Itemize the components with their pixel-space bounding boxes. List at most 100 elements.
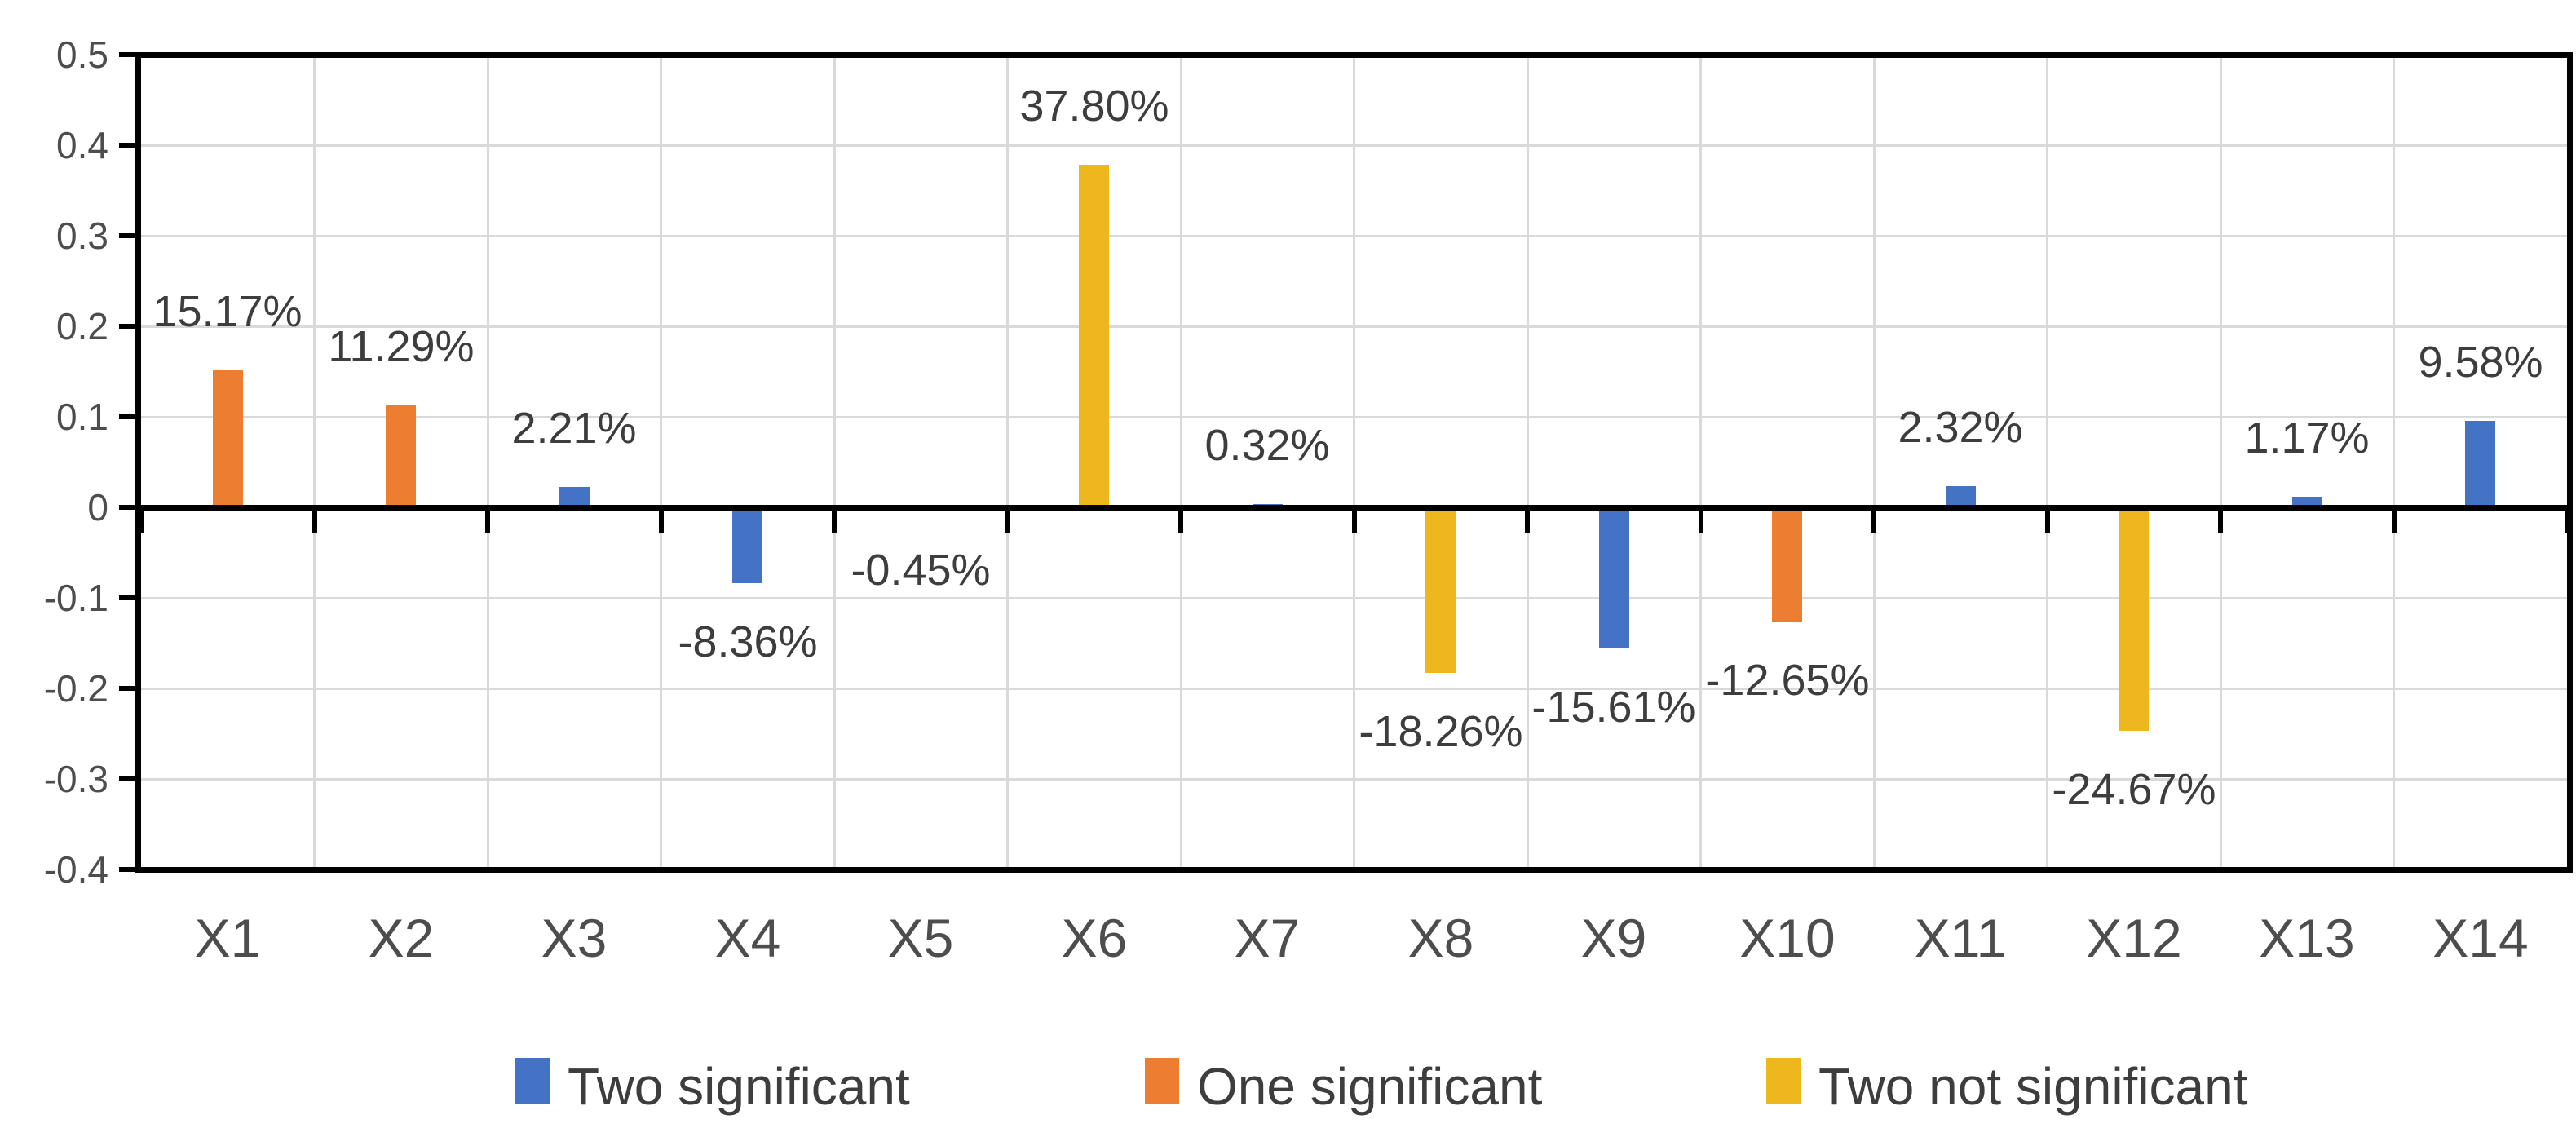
v-gridline: [1180, 55, 1182, 869]
v-gridline: [2220, 55, 2222, 869]
data-label-X4: -8.36%: [678, 617, 818, 666]
bar-X3: [559, 487, 590, 507]
bar-X10: [1772, 507, 1802, 622]
y-tick-label: -0.1: [43, 577, 108, 619]
x-axis-tick: [485, 511, 490, 533]
legend-swatch-1: [515, 1058, 550, 1104]
x-axis-tick: [1005, 511, 1010, 533]
data-label-X10: -12.65%: [1705, 656, 1870, 705]
y-axis-tick: [119, 324, 141, 329]
bar-X14: [2465, 421, 2495, 507]
x-axis-tick: [1871, 511, 1876, 533]
y-tick-label: 0.3: [56, 215, 108, 257]
y-axis-line: [135, 52, 141, 873]
y-axis-tick: [119, 867, 141, 872]
x-axis-tick: [2218, 511, 2223, 533]
y-axis-tick: [119, 505, 141, 510]
v-gridline: [660, 55, 662, 869]
x-axis-tick: [1699, 511, 1703, 533]
x-axis-tick: [1352, 511, 1357, 533]
x-tick-label-X8: X8: [1407, 908, 1474, 968]
y-tick-label: -0.3: [43, 758, 108, 800]
x-tick-label-X12: X12: [2086, 908, 2182, 968]
v-gridline: [1699, 55, 1702, 869]
x-tick-label-X14: X14: [2432, 908, 2529, 968]
x-tick-label-X13: X13: [2259, 908, 2355, 968]
data-label-X6: 37.80%: [1019, 82, 1169, 131]
bar-X11: [1946, 486, 1976, 507]
data-label-X11: 2.32%: [1898, 403, 2023, 452]
plot-border-top: [135, 52, 2573, 58]
x-axis-tick: [139, 511, 144, 533]
y-tick-label: 0: [87, 486, 108, 529]
bar-X9: [1599, 507, 1629, 648]
x-tick-label-X10: X10: [1739, 908, 1836, 968]
data-label-X13: 1.17%: [2244, 414, 2370, 462]
x-tick-label-X4: X4: [714, 908, 781, 968]
plot-border-right: [2567, 52, 2573, 873]
x-tick-label-X5: X5: [887, 908, 954, 968]
x-axis-tick: [1525, 511, 1530, 533]
y-axis-tick: [119, 776, 141, 781]
v-gridline: [1006, 55, 1009, 869]
data-label-X14: 9.58%: [2418, 338, 2543, 387]
x-axis-tick: [659, 511, 664, 533]
x-axis-tick: [1178, 511, 1183, 533]
legend-label-1: Two significant: [568, 1057, 910, 1116]
v-gridline: [313, 55, 316, 869]
y-tick-label: -0.4: [43, 848, 108, 891]
data-label-X5: -0.45%: [851, 546, 991, 595]
v-gridline: [487, 55, 489, 869]
v-gridline: [2393, 55, 2395, 869]
legend-label-2: One significant: [1197, 1057, 1543, 1116]
legend-swatch-2: [1145, 1058, 1179, 1104]
y-tick-label: 0.1: [56, 396, 108, 438]
x-axis-tick: [832, 511, 837, 533]
x-tick-label-X11: X11: [1914, 908, 2007, 968]
y-axis-tick: [119, 52, 141, 57]
y-axis-tick: [119, 143, 141, 148]
v-gridline: [2046, 55, 2048, 869]
y-tick-label: 0.5: [56, 33, 108, 76]
bar-X13: [2292, 497, 2322, 507]
plot-border-bottom: [135, 867, 2573, 873]
x-tick-label-X9: X9: [1580, 908, 1647, 968]
bar-X8: [1425, 507, 1456, 673]
x-tick-label-X6: X6: [1061, 908, 1128, 968]
x-axis-tick: [312, 511, 317, 533]
v-gridline: [1873, 55, 1876, 869]
data-label-X2: 11.29%: [328, 322, 475, 371]
y-tick-label: -0.2: [43, 667, 108, 710]
data-label-X1: 15.17%: [152, 287, 303, 336]
x-axis-tick: [2392, 511, 2397, 533]
x-tick-label-X2: X2: [368, 908, 435, 968]
legend-swatch-3: [1766, 1058, 1801, 1104]
x-axis-tick: [2045, 511, 2050, 533]
y-axis-tick: [119, 414, 141, 419]
bar-X6: [1079, 165, 1109, 507]
bar-X1: [213, 370, 243, 507]
bar-X12: [2119, 507, 2149, 731]
y-axis-tick: [119, 686, 141, 691]
y-tick-label: 0.4: [56, 124, 108, 166]
v-gridline: [833, 55, 836, 869]
data-label-X7: 0.32%: [1204, 421, 1330, 470]
x-tick-label-X7: X7: [1234, 908, 1301, 968]
legend-label-3: Two not significant: [1818, 1057, 2248, 1116]
data-label-X8: -18.26%: [1359, 707, 1523, 756]
bar-X2: [386, 405, 416, 507]
y-tick-label: 0.2: [56, 305, 108, 347]
data-label-X3: 2.21%: [511, 404, 637, 453]
x-tick-label-X3: X3: [541, 908, 608, 968]
data-label-X9: -15.61%: [1531, 683, 1696, 732]
bar-X4: [732, 507, 762, 583]
v-gridline: [1353, 55, 1355, 869]
data-label-X12: -24.67%: [2052, 765, 2216, 814]
y-axis-tick: [119, 233, 141, 238]
v-gridline: [1527, 55, 1529, 869]
x-axis-zero-line: [135, 505, 2573, 511]
x-tick-label-X1: X1: [194, 908, 261, 968]
y-axis-tick: [119, 595, 141, 600]
